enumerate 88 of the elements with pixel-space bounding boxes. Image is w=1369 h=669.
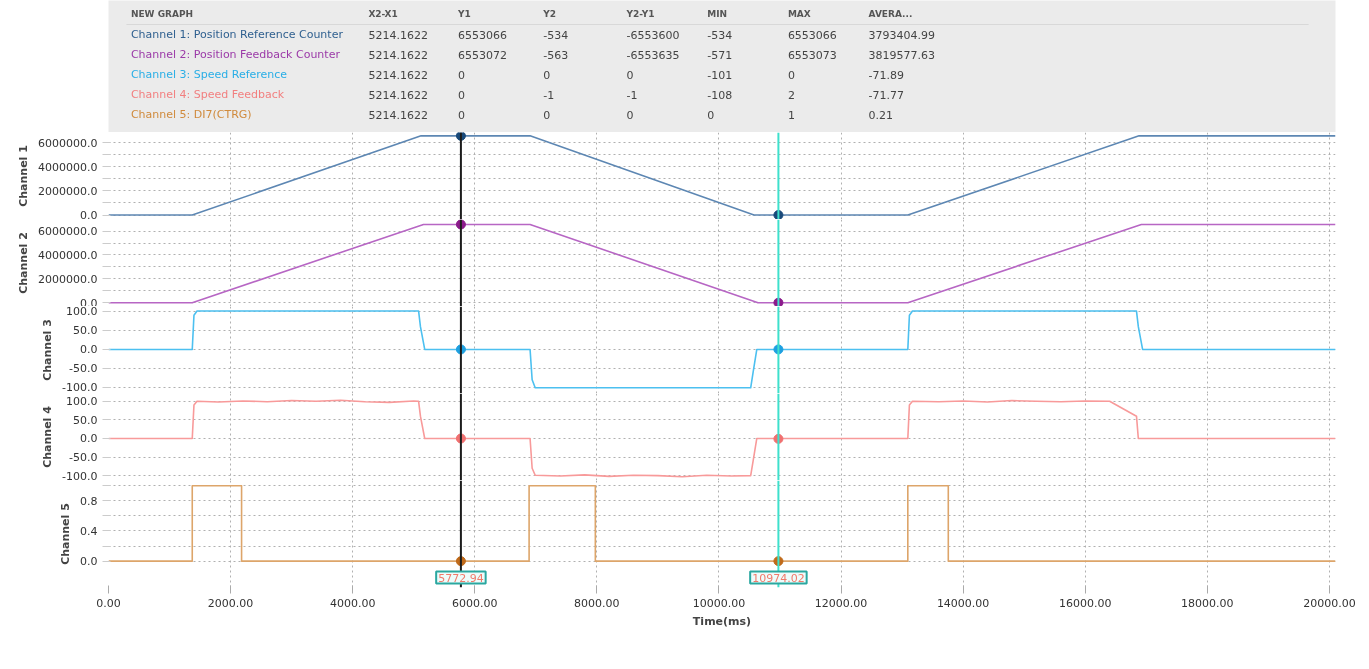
y-axis-title: Channel 5 [59,503,73,565]
text: -534 [543,28,569,42]
category-label: Channel 4: Speed Feedback [130,88,285,101]
y-tick-label: -100.0 [62,469,98,483]
y-tick-label: 50.0 [73,413,98,427]
y-tick-label: 100.0 [66,305,98,319]
text: -71.77 [868,88,905,102]
category-label: AVERA... [868,8,913,19]
x-tick-label: 0.00 [96,596,121,610]
category-label: Channel 1: Position Reference Counter [130,28,343,41]
text: -101 [707,68,733,82]
line-series [108,310,1336,389]
text: -571 [707,48,733,62]
text: 0 [543,68,551,82]
x-tick-label: 8000.00 [574,596,620,610]
text: 5214.1622 [368,88,428,102]
y-tick-label: 6000000.0 [38,136,98,150]
category-label: Y2 [542,8,556,19]
text: 0 [458,88,466,102]
category-label: NEW GRAPH [130,8,194,19]
y-axis-title: Channel 4 [41,405,55,468]
y-tick-label: 0.8 [80,494,98,508]
x-tick-label: 18000.00 [1181,596,1234,610]
category-label: Channel 5: DI7(CTRG) [130,108,252,121]
ref-line-label: 10974.02 [752,571,805,585]
text: 5214.1622 [368,48,428,62]
y-tick-label: 50.0 [73,324,98,338]
text: 1 [787,108,795,122]
text: 0 [543,108,551,122]
x-tick-label: 20000.00 [1303,596,1356,610]
category-label: MIN [707,8,728,19]
text: -534 [707,28,733,42]
text: 0 [707,108,715,122]
text: 6553066 [458,28,508,42]
text: 6553072 [458,48,508,62]
y-tick-label: 2000000.0 [38,184,98,198]
y-axis-title: Channel 3 [41,319,55,381]
text: 2 [787,88,795,102]
category-label: X2-X1 [368,8,398,19]
text: 0 [787,68,795,82]
y-tick-label: 4000000.0 [38,248,98,262]
text: 0 [458,68,466,82]
y-tick-label: 0.0 [80,555,98,569]
text: 3819577.63 [868,48,936,62]
text: 5214.1622 [368,68,428,82]
y-tick-label: -100.0 [62,381,98,395]
text: 5214.1622 [368,108,428,122]
category-label: Channel 3: Speed Reference [130,68,288,81]
x-tick-label: 4000.00 [329,596,376,610]
text: 6553066 [787,28,837,42]
text: -71.89 [868,68,905,82]
y-tick-label: -50.0 [69,362,98,376]
y-tick-label: 0.0 [80,343,98,357]
text: 0 [626,108,634,122]
x-tick-label: 12000.00 [814,596,868,610]
category-label: Channel 2: Position Feedback Counter [130,48,340,61]
text: -563 [543,48,569,62]
text: -1 [543,88,555,102]
y-axis-title: Channel 1 [17,145,31,207]
x-axis-title: Time(ms) [692,614,752,628]
ref-line-label: 5772.94 [438,571,484,585]
text: -6553635 [626,48,680,62]
x-tick-label: 2000.00 [207,596,254,610]
y-tick-label: 0.4 [80,524,98,538]
y-tick-label: 0.0 [80,432,98,446]
y-tick-label: 2000000.0 [38,272,98,286]
y-tick-label: 100.0 [66,395,98,409]
y-axis-title: Channel 2 [17,232,31,294]
y-tick-label: 0.0 [80,209,98,223]
x-tick-label: 16000.00 [1058,596,1112,610]
text: 6553073 [787,48,837,62]
text: 3793404.99 [868,28,936,42]
category-label: Y1 [457,8,471,19]
y-tick-label: -50.0 [69,451,98,465]
text: -1 [626,88,638,102]
category-label: Y2-Y1 [625,8,655,19]
text: 0 [458,108,466,122]
x-tick-label: 14000.00 [936,596,990,610]
text: -6553600 [626,28,680,42]
x-tick-label: 6000.00 [452,596,498,610]
text: -108 [707,88,733,102]
text: 5214.1622 [368,28,428,42]
y-tick-label: 6000000.0 [38,225,98,239]
text: 0 [626,68,634,82]
y-tick-label: 4000000.0 [38,160,98,174]
text: 0.21 [868,108,894,122]
category-label: MAX [787,8,811,19]
x-tick-label: 10000.00 [692,596,746,610]
